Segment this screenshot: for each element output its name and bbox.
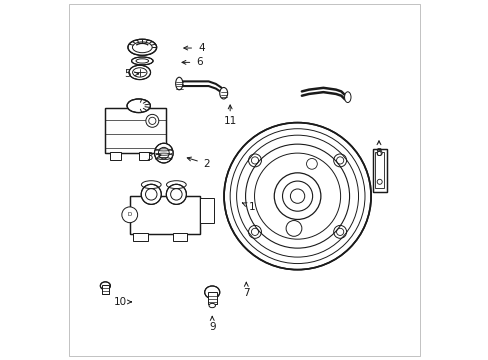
Bar <box>129 196 199 234</box>
Ellipse shape <box>219 87 227 99</box>
Ellipse shape <box>131 57 153 65</box>
Circle shape <box>376 150 382 156</box>
Bar <box>102 285 108 294</box>
Text: 5: 5 <box>124 69 131 79</box>
Bar <box>374 152 384 188</box>
Bar <box>199 198 214 223</box>
Circle shape <box>145 114 159 127</box>
Circle shape <box>141 184 161 204</box>
Text: D: D <box>127 212 132 217</box>
Text: 8: 8 <box>375 148 382 158</box>
Bar <box>104 108 165 153</box>
Ellipse shape <box>129 65 150 80</box>
Circle shape <box>224 123 370 270</box>
Bar <box>139 152 149 160</box>
Text: 1: 1 <box>248 202 254 212</box>
Bar <box>129 196 199 234</box>
Circle shape <box>290 189 304 203</box>
Ellipse shape <box>127 99 150 113</box>
Ellipse shape <box>204 286 219 298</box>
Text: 10: 10 <box>114 297 127 307</box>
Bar <box>110 152 121 160</box>
Bar <box>172 233 187 241</box>
Ellipse shape <box>208 303 215 308</box>
Bar <box>207 292 217 305</box>
Text: 9: 9 <box>208 322 215 332</box>
Circle shape <box>166 184 186 204</box>
Bar <box>104 108 165 153</box>
Circle shape <box>122 207 137 223</box>
Circle shape <box>376 179 382 184</box>
Bar <box>133 233 147 241</box>
Ellipse shape <box>175 77 183 90</box>
Text: 3: 3 <box>146 152 152 162</box>
Text: 7: 7 <box>243 288 249 298</box>
Text: 4: 4 <box>198 43 204 53</box>
Text: 2: 2 <box>203 159 210 169</box>
Text: 6: 6 <box>196 57 203 67</box>
Ellipse shape <box>100 282 110 290</box>
Ellipse shape <box>154 143 173 163</box>
Bar <box>372 149 386 192</box>
Ellipse shape <box>344 92 350 103</box>
Ellipse shape <box>128 39 156 55</box>
Text: 11: 11 <box>223 116 236 126</box>
Bar <box>372 149 386 192</box>
